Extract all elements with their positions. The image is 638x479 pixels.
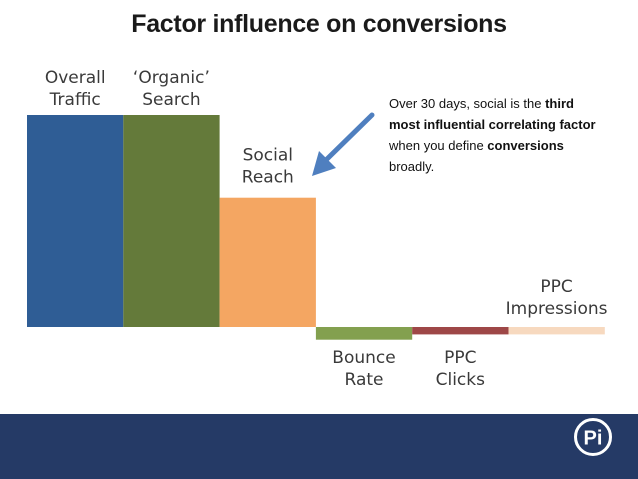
category-label: Traffic [49, 90, 101, 110]
category-label: Search [142, 90, 200, 110]
bar [27, 115, 124, 327]
category-label: PPC [540, 277, 572, 297]
bar [123, 115, 220, 327]
annotation-part: when you define [389, 138, 488, 153]
bar [412, 327, 509, 335]
category-label: Reach [242, 168, 294, 188]
logo-text: Pi [584, 428, 603, 450]
annotation-part: Over 30 days, social is the [389, 96, 546, 111]
bar [315, 327, 413, 340]
annotation-arrow [312, 112, 375, 176]
annotation-part: third most influential correlating facto… [389, 96, 596, 132]
bars-group [27, 115, 605, 340]
category-label: Social [243, 146, 293, 166]
category-label: Clicks [436, 370, 486, 390]
bar [219, 197, 316, 327]
bar [508, 327, 605, 335]
category-label: Bounce [332, 348, 395, 368]
annotation-part: broadly. [389, 159, 435, 174]
footer-bar [0, 414, 638, 479]
annotation-text: Over 30 days, social is the third most i… [389, 93, 604, 177]
annotation-part: conversions [487, 138, 564, 153]
category-label: ‘Organic’ [133, 68, 210, 88]
category-label: Rate [345, 370, 384, 390]
pi-logo-icon: Pi [574, 418, 612, 456]
category-label: PPC [444, 348, 476, 368]
chart-title: Factor influence on conversions [131, 10, 507, 38]
category-label: Impressions [506, 299, 608, 319]
category-label: Overall [45, 68, 106, 88]
